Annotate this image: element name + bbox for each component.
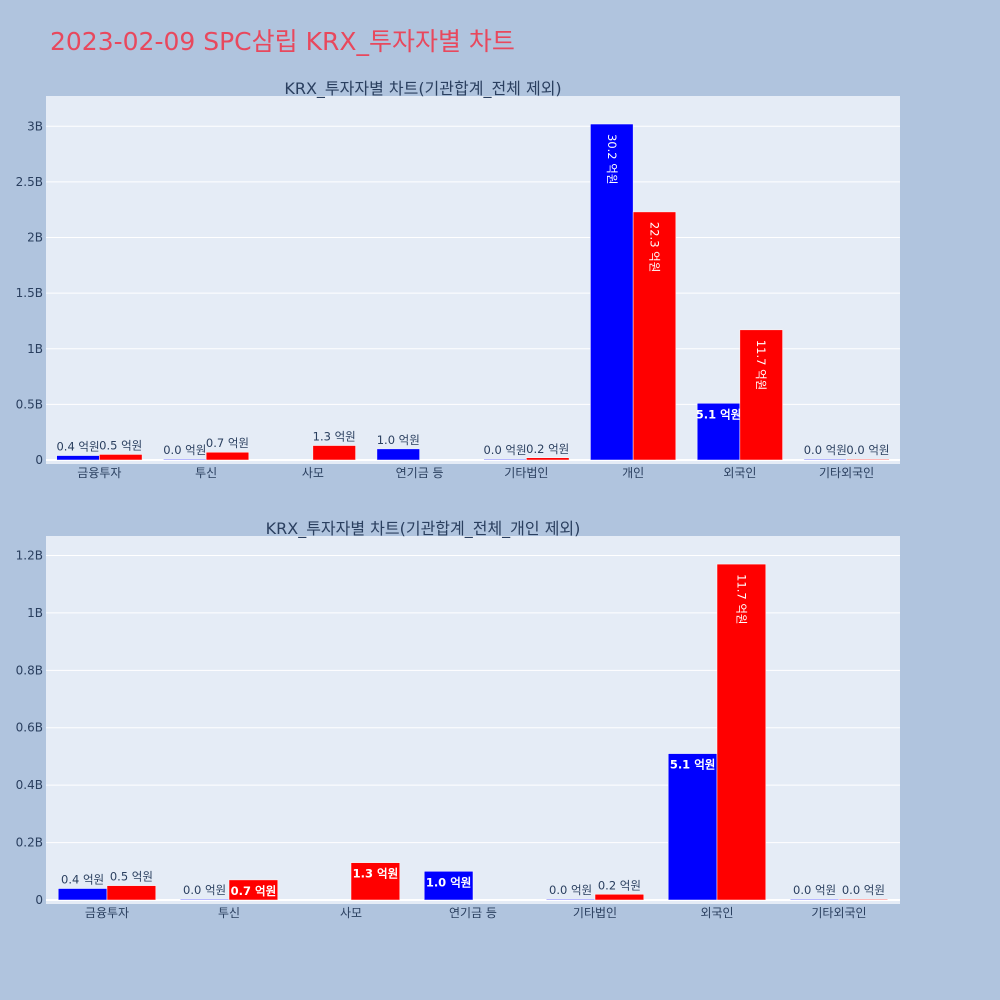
bar [846, 458, 890, 461]
bar [228, 879, 279, 901]
data-label: 0.0 억원 [842, 883, 885, 897]
data-label: 0.4 억원 [56, 440, 99, 454]
page-title: 2023-02-09 SPC삼립 KRX_투자자별 차트 [50, 27, 515, 56]
x-tick-label: 개인 [622, 466, 644, 480]
y-tick-label: 0.2B [16, 836, 43, 850]
y-tick-label: 0 [35, 453, 43, 467]
bar [423, 871, 474, 901]
x-tick-label: 외국인 [700, 906, 733, 920]
chart-1: 0 0.5B 1B 1.5B 2B 2.5B 3B KRX_투자자별 차트(기관합계_전체 제… [16, 79, 900, 480]
data-label: 0.0 억원 [549, 883, 592, 897]
x-tick-label: 투신 [195, 466, 217, 480]
bar [312, 445, 356, 461]
data-label: 1.0 억원 [426, 875, 472, 889]
data-label: 0.2 억원 [526, 442, 569, 456]
data-label: 0.0 억원 [483, 443, 526, 457]
chart-title: KRX_투자자별 차트(기관합계_전체_개인 제외) [266, 519, 581, 539]
data-label: 0.2 억원 [598, 878, 641, 892]
bar [526, 457, 570, 461]
x-tick-label: 사모 [340, 906, 362, 920]
x-tick-label: 금융투자 [77, 466, 121, 480]
data-label: 0.0 억원 [163, 443, 206, 457]
bar [99, 454, 143, 461]
data-label: 1.0 억원 [377, 433, 420, 447]
bar [838, 898, 889, 901]
chart-2: 0 0.2B 0.4B 0.6B 0.8B 1B 1.2B KRX_투자자별 차트(기관합계_… [16, 519, 900, 920]
bar [632, 211, 677, 461]
bar [163, 458, 207, 461]
data-label: 1.3 억원 [313, 430, 356, 444]
data-label: 1.3 억원 [353, 867, 399, 881]
bar [696, 403, 741, 461]
chart-title: KRX_투자자별 차트(기관합계_전체 제외) [284, 79, 561, 99]
x-tick-label: 투신 [218, 906, 240, 920]
data-label: 0.5 억원 [110, 870, 153, 884]
data-label: 0.4 억원 [61, 873, 104, 887]
bar [667, 753, 718, 901]
y-tick-label: 3B [27, 119, 43, 133]
y-tick-label: 0 [35, 893, 43, 907]
bar [56, 455, 100, 461]
data-label: 30.2 억원 [605, 134, 619, 184]
bar [57, 888, 108, 901]
data-label: 0.0 억원 [804, 443, 847, 457]
x-tick-label: 외국인 [723, 466, 756, 480]
y-tick-label: 2.5B [16, 175, 43, 189]
y-tick-label: 0.8B [16, 663, 43, 677]
data-label: 0.7 억원 [206, 436, 249, 450]
y-tick-label: 1.5B [16, 286, 43, 300]
data-label: 0.0 억원 [793, 883, 836, 897]
bar [376, 448, 420, 461]
bar [803, 458, 847, 461]
y-tick-label: 0.5B [16, 397, 43, 411]
y-tick-label: 1B [27, 606, 43, 620]
data-label: 5.1 억원 [696, 407, 742, 421]
bar [205, 451, 250, 461]
y-tick-label: 2B [27, 231, 43, 245]
x-tick-label: 연기금 등 [449, 906, 497, 920]
data-label: 0.0 억원 [183, 883, 226, 897]
data-label: 11.7 억원 [754, 340, 768, 390]
x-tick-label: 기타법인 [573, 906, 617, 920]
bar [106, 885, 157, 901]
x-tick-label: 사모 [302, 466, 324, 480]
plot-area [46, 536, 900, 904]
bar [590, 123, 634, 461]
data-label: 0.5 억원 [99, 438, 142, 452]
data-label: 5.1 억원 [670, 758, 716, 772]
x-tick-label: 연기금 등 [396, 466, 444, 480]
bar [594, 894, 645, 901]
bar [179, 898, 230, 901]
bar [716, 563, 767, 901]
bar [350, 862, 401, 901]
bar [483, 458, 527, 461]
data-label: 22.3 억원 [647, 222, 661, 272]
data-label: 0.7 억원 [231, 884, 277, 898]
y-tick-label: 1B [27, 342, 43, 356]
data-label: 0.0 억원 [846, 443, 889, 457]
y-tick-label: 0.6B [16, 721, 43, 735]
data-label: 11.7 억원 [734, 574, 748, 624]
y-tick-label: 1.2B [16, 548, 43, 562]
x-tick-label: 기타법인 [504, 466, 548, 480]
x-tick-label: 기타외국인 [819, 466, 874, 480]
bar [789, 898, 840, 901]
x-tick-label: 금융투자 [85, 906, 129, 920]
bar [739, 329, 783, 461]
x-tick-label: 기타외국인 [811, 906, 866, 920]
bar [545, 898, 596, 901]
y-tick-label: 0.4B [16, 778, 43, 792]
